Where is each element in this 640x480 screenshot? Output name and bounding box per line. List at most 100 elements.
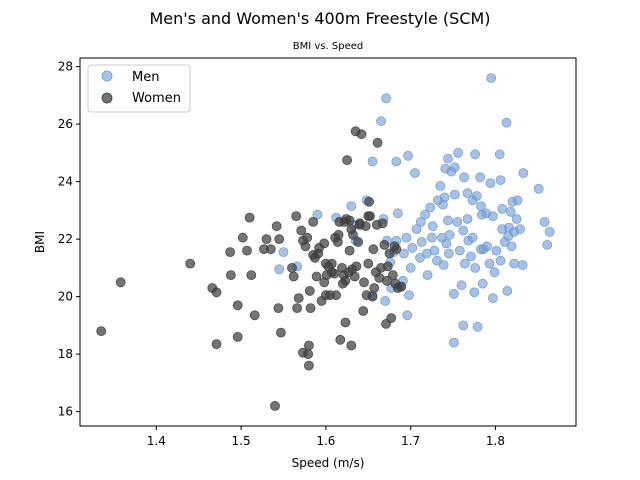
- data-point: [469, 287, 480, 298]
- series-men: [274, 73, 555, 348]
- data-point: [353, 237, 364, 247]
- data-point: [477, 278, 488, 289]
- data-point: [349, 271, 360, 282]
- data-point: [495, 255, 506, 266]
- y-tick-label: 20: [58, 290, 73, 304]
- data-point: [512, 195, 523, 206]
- y-tick-label: 22: [58, 232, 73, 246]
- data-point: [404, 290, 414, 301]
- data-point: [367, 156, 378, 167]
- data-point: [465, 251, 476, 262]
- points-layer: [96, 73, 555, 411]
- data-point: [435, 180, 446, 191]
- data-point: [503, 231, 514, 242]
- legend-marker-men: [101, 70, 113, 82]
- data-point: [185, 258, 196, 269]
- data-point: [443, 248, 454, 259]
- data-point: [506, 241, 517, 252]
- data-point: [335, 334, 346, 345]
- data-point: [494, 149, 505, 160]
- data-point: [376, 116, 386, 127]
- data-point: [459, 258, 470, 269]
- data-point: [246, 270, 257, 281]
- y-tick-label: 16: [58, 405, 73, 419]
- data-point: [544, 226, 555, 237]
- data-point: [518, 168, 529, 178]
- data-point: [443, 153, 453, 164]
- data-point: [401, 232, 412, 243]
- chart-subtitle: BMI vs. Speed: [293, 41, 363, 52]
- data-point: [359, 277, 369, 288]
- data-point: [484, 258, 495, 269]
- data-point: [495, 175, 506, 186]
- data-point: [539, 216, 550, 227]
- data-point: [444, 229, 455, 240]
- data-point: [363, 258, 374, 269]
- data-point: [354, 218, 365, 229]
- data-point: [502, 285, 513, 296]
- data-point: [485, 178, 496, 189]
- data-point: [448, 337, 459, 348]
- data-point: [274, 264, 285, 275]
- data-point: [392, 208, 403, 219]
- data-point: [379, 239, 390, 250]
- x-tick-label: 1.4: [147, 434, 166, 448]
- data-point: [462, 188, 473, 199]
- data-point: [476, 209, 487, 220]
- legend-frame: [87, 64, 191, 113]
- data-point: [270, 400, 280, 411]
- data-point: [517, 260, 528, 270]
- y-axis-label: BMI: [33, 231, 47, 253]
- data-point: [452, 216, 463, 227]
- data-point: [458, 320, 469, 331]
- data-point: [416, 237, 427, 247]
- data-point: [476, 201, 486, 212]
- data-point: [443, 215, 453, 226]
- data-point: [271, 221, 282, 232]
- data-point: [211, 287, 222, 298]
- data-point: [291, 211, 302, 222]
- data-point: [415, 216, 426, 227]
- data-point: [342, 155, 353, 166]
- data-point: [467, 195, 478, 206]
- data-point: [356, 129, 367, 140]
- data-point: [326, 258, 337, 269]
- data-point: [411, 224, 422, 235]
- data-point: [391, 244, 402, 255]
- series-women: [96, 126, 407, 411]
- data-point: [346, 224, 357, 235]
- data-point: [381, 275, 392, 286]
- data-point: [491, 245, 502, 256]
- data-point: [415, 252, 425, 263]
- data-point: [407, 242, 418, 253]
- data-point: [225, 270, 236, 281]
- y-tick-label: 28: [58, 60, 73, 74]
- data-point: [273, 303, 284, 314]
- data-point: [265, 244, 276, 255]
- data-point: [305, 303, 316, 314]
- data-point: [296, 225, 307, 236]
- data-point: [96, 326, 107, 337]
- data-point: [237, 232, 248, 243]
- data-point: [470, 262, 481, 273]
- data-point: [449, 162, 460, 173]
- data-point: [429, 245, 440, 256]
- data-point: [288, 271, 299, 282]
- data-point: [278, 247, 289, 258]
- y-tick-label: 24: [58, 175, 73, 189]
- data-point: [398, 248, 409, 259]
- data-point: [287, 262, 297, 273]
- data-point: [472, 321, 483, 332]
- data-point: [363, 211, 374, 222]
- data-point: [489, 267, 500, 278]
- data-point: [505, 206, 516, 217]
- data-point: [308, 249, 319, 260]
- y-tick-label: 18: [58, 347, 73, 361]
- data-point: [308, 216, 319, 227]
- data-point: [475, 172, 486, 183]
- x-tick-label: 1.8: [486, 434, 505, 448]
- data-point: [304, 285, 315, 296]
- data-point: [501, 117, 512, 128]
- data-point: [462, 214, 473, 224]
